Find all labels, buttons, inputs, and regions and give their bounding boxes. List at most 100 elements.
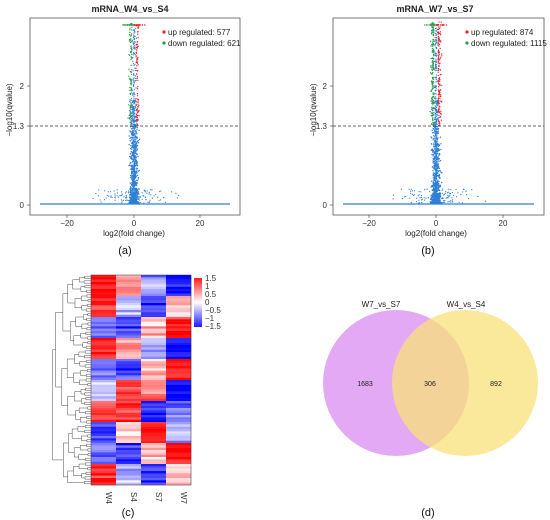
point-ns — [429, 201, 431, 203]
point-ns — [133, 142, 135, 144]
point-down — [431, 102, 433, 105]
point-down — [131, 47, 133, 49]
point-down — [429, 40, 432, 42]
point-ns — [131, 179, 134, 182]
point-ns — [436, 110, 438, 112]
point-down — [433, 25, 435, 27]
heatmap-cell — [166, 410, 192, 413]
heatmap-cell — [141, 468, 167, 472]
point-down — [432, 61, 435, 63]
point-ns — [131, 200, 134, 202]
heatmap-cell — [116, 478, 142, 481]
heatmap-cell — [141, 445, 167, 448]
point-ns — [436, 153, 438, 155]
point-ns — [429, 198, 432, 200]
dendrogram-branch — [87, 467, 91, 471]
point-ns — [132, 123, 134, 125]
point-ns — [135, 145, 137, 148]
point-ns — [132, 159, 134, 161]
point-ns — [439, 185, 442, 188]
point-ns — [435, 77, 438, 79]
point-ns — [461, 202, 464, 204]
venn-set-label: W7_vs_S7 — [362, 300, 401, 309]
point-ns — [132, 126, 134, 128]
point-ns — [133, 74, 135, 76]
point-ns — [439, 160, 442, 162]
heatmap-cell — [166, 277, 192, 280]
point-ns — [435, 131, 437, 133]
point-down — [131, 106, 133, 109]
point-ns — [442, 200, 445, 202]
point-ns — [133, 52, 135, 54]
point-ns — [434, 121, 436, 123]
point-ns — [132, 99, 134, 101]
point-ns — [138, 196, 140, 198]
dendrogram-branch — [73, 372, 81, 383]
heatmap-cell — [116, 279, 142, 283]
point-down — [431, 98, 433, 100]
point-up — [136, 77, 138, 80]
point-ns — [132, 195, 135, 197]
heatmap-cell — [91, 394, 117, 397]
point-ns — [435, 194, 437, 196]
heatmap-cell — [141, 335, 167, 339]
colorbar-tick: 0.5 — [205, 290, 217, 299]
dendrogram-branch — [77, 426, 86, 432]
heatmap-cell — [91, 382, 117, 385]
point-ns — [444, 201, 446, 203]
colorbar-tick: 0 — [205, 298, 210, 307]
dendrogram-branch — [80, 417, 87, 423]
point-down — [129, 92, 132, 95]
heatmap-cell — [141, 366, 167, 369]
heatmap-cell — [141, 298, 167, 301]
point-down — [432, 26, 434, 28]
legend-down: down regulated: 1115 — [471, 39, 547, 48]
point-down — [433, 92, 435, 94]
point-ns — [430, 197, 432, 199]
dendrogram-branch — [87, 303, 91, 307]
point-ns — [434, 163, 436, 165]
heatmap-cell — [116, 424, 142, 427]
point-ns — [136, 174, 139, 177]
y-axis-label: −log10(qvalue) — [5, 83, 14, 136]
point-up — [438, 54, 440, 57]
chart-title: mRNA_W7_vs_S7 — [396, 4, 473, 14]
point-up — [438, 39, 441, 41]
heatmap-cell — [141, 438, 167, 441]
dendrogram-branch — [84, 355, 91, 359]
heatmap-cell — [91, 354, 117, 357]
points-layer — [343, 21, 534, 205]
point-ns — [431, 109, 434, 112]
point-up — [138, 114, 140, 117]
point-ns — [433, 191, 436, 194]
point-down — [432, 101, 435, 103]
colorbar-tick: −1.5 — [205, 322, 221, 331]
point-ns — [133, 64, 136, 66]
point-ns — [132, 94, 134, 96]
plot-frame — [29, 17, 241, 216]
dendrogram-branch — [78, 407, 88, 413]
heatmap-cell — [116, 408, 142, 411]
point-down — [130, 34, 132, 36]
point-ns — [127, 192, 130, 194]
dendrogram-branch — [74, 298, 82, 308]
point-ns — [433, 139, 435, 141]
point-ns — [133, 77, 135, 79]
point-ns — [138, 129, 140, 132]
point-ns — [401, 198, 404, 200]
point-ns — [430, 186, 432, 188]
heatmap-cell — [116, 326, 142, 329]
point-ns — [435, 179, 437, 181]
point-ns — [433, 101, 436, 103]
point-ns — [119, 195, 121, 197]
point-down — [433, 24, 435, 26]
heatmap-cell — [141, 417, 167, 420]
point-ns — [146, 190, 148, 192]
dendrogram-branch — [67, 396, 76, 416]
point-down — [130, 83, 132, 85]
point-ns — [432, 172, 435, 174]
point-ns — [442, 188, 444, 190]
heatmap-cell — [166, 384, 192, 388]
point-ns — [434, 44, 436, 46]
point-ns — [122, 199, 125, 201]
